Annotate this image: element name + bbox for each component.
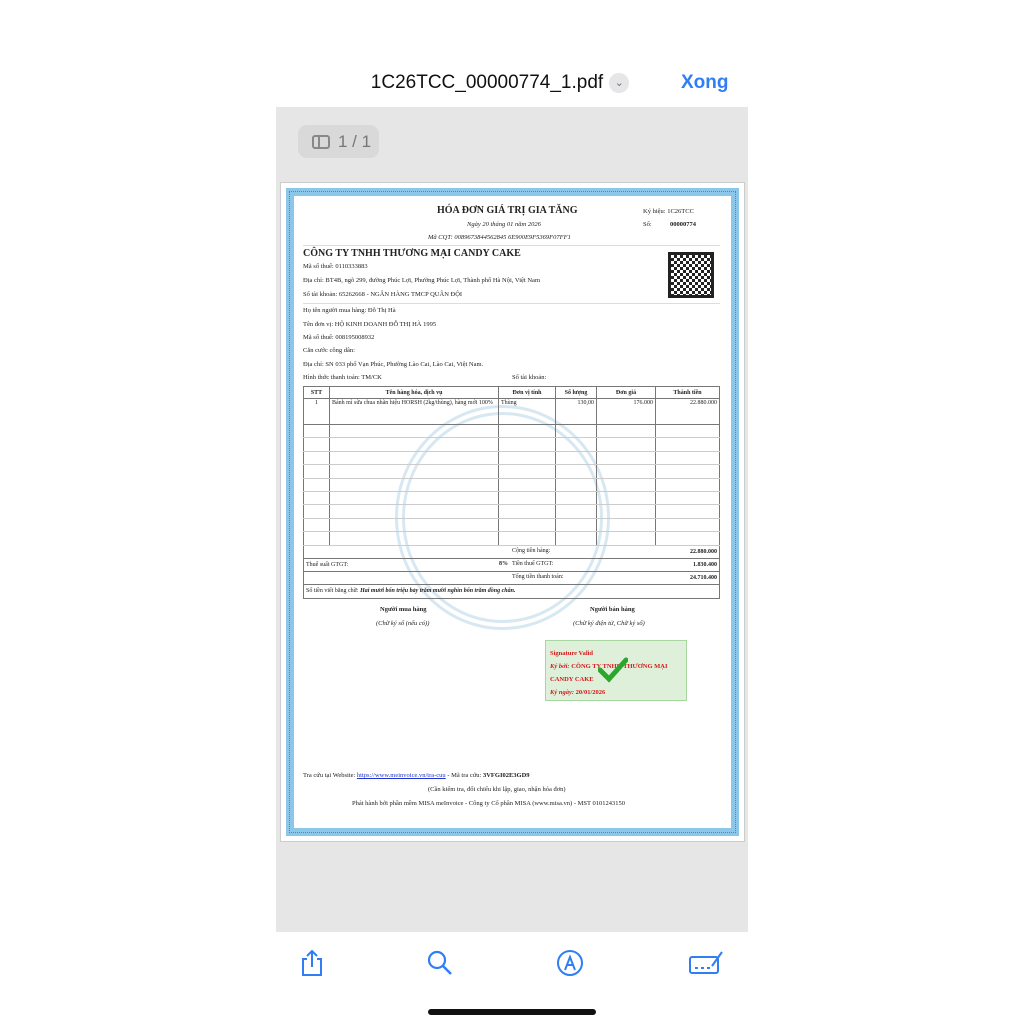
filename: 1C26TCC_00000774_1.pdf <box>370 72 604 93</box>
col-stt: STT <box>303 386 330 399</box>
cell-unit: Thùng <box>498 398 556 425</box>
seller-sign-title: Người bán hàng <box>590 606 635 613</box>
seller-name: CÔNG TY TNHH THƯƠNG MẠI CANDY CAKE <box>303 248 521 259</box>
cell-total: 22.880.000 <box>655 398 720 425</box>
signed-by-label: Ký bởi: <box>550 663 570 670</box>
markup-icon[interactable] <box>555 948 585 978</box>
col-qty: Số lượng <box>555 386 597 399</box>
cqt-code: Mã CQT: 0089673844562845 6E900E9F5369F07… <box>428 234 571 241</box>
amount-in-words: Hai mươi bốn triệu bảy trăm mười nghìn b… <box>360 588 516 595</box>
col-price: Đơn giá <box>596 386 656 399</box>
buyer-sign-title: Người mua hàng <box>380 606 427 613</box>
col-name: Tên hàng hóa, dịch vụ <box>329 386 499 399</box>
col-total: Thành tiền <box>655 386 720 399</box>
total-amount: 24.710.400 <box>690 574 717 581</box>
page-indicator[interactable]: 1 / 1 <box>298 125 379 158</box>
home-indicator[interactable] <box>428 1009 596 1015</box>
vat-rate: 8% <box>499 560 508 567</box>
subtotal: 22.880.000 <box>690 548 717 555</box>
signature-status: Signature Valid <box>550 650 594 657</box>
page-count: 1 / 1 <box>338 132 372 151</box>
sidebar-icon <box>312 135 330 149</box>
lookup-link[interactable]: https://www.meinvoice.vn/tra-cuu <box>356 772 446 779</box>
subtotal-label: Cộng tiền hàng: <box>512 547 551 554</box>
number-label: Số: <box>643 221 652 228</box>
words-label: Số tiền viết bằng chữ: <box>306 588 359 595</box>
lookup-label: Tra cứu tại Website: <box>303 772 356 779</box>
invoice-number: 00000774 <box>670 221 696 228</box>
buyer-unit: Tên đơn vị: HỘ KINH DOANH ĐỖ THỊ HÀ 1995 <box>303 321 437 328</box>
cell-name: Bánh mì sữa chua nhãn hiệu HORSH (2kg/th… <box>329 398 499 425</box>
checkmark-icon <box>598 657 628 683</box>
vat-amount: 1.830.400 <box>693 561 717 568</box>
sign-date-label: Ký ngày: <box>550 689 575 696</box>
lookup-code-label: - Mã tra cứu: <box>445 772 482 779</box>
sign-date: 20/01/2026 <box>575 689 606 696</box>
invoice-title: HÓA ĐƠN GIÁ TRỊ GIA TĂNG <box>437 205 578 216</box>
vat-rate-label: Thuế suất GTGT: <box>306 561 349 568</box>
publisher: Phát hành bởi phần mềm MISA meInvoice - … <box>352 800 625 807</box>
symbol: 1C26TCC <box>667 208 694 215</box>
buyer-address: Địa chỉ: SN 033 phố Vạn Phúc, Phường Lào… <box>303 361 484 368</box>
vat-label: Tiền thuế GTGT: <box>512 560 554 567</box>
done-button[interactable]: Xong <box>681 72 729 93</box>
file-title[interactable]: 1C26TCC_00000774_1.pdf ⌄ <box>0 72 1000 94</box>
buyer-id: Căn cước công dân: <box>303 347 355 354</box>
lookup-code: 3VFGI02E3GD9 <box>482 772 530 779</box>
cell-stt: 1 <box>303 398 330 425</box>
seller-sign-note: (Chữ ký điện tử, Chữ ký số) <box>573 620 645 627</box>
seller-account: Số tài khoản: 65262668 - NGÂN HÀNG TMCP … <box>303 291 463 298</box>
buyer-name: Họ tên người mua hàng: Đỗ Thị Hà <box>303 307 396 314</box>
qr-code <box>668 252 714 298</box>
items-table: STT Tên hàng hóa, dịch vụ Đơn vị tính Số lư… <box>303 386 720 599</box>
buyer-account: Số tài khoản: <box>512 374 547 381</box>
decorative-border <box>286 188 739 836</box>
buyer-sign-note: (Chữ ký số (nếu có)) <box>376 620 430 627</box>
invoice-note: (Cần kiểm tra, đối chiếu khi lập, giao, … <box>428 786 566 793</box>
cell-price: 176.000 <box>596 398 656 425</box>
col-unit: Đơn vị tính <box>498 386 556 399</box>
payment-method: Hình thức thanh toán: TM/CK <box>303 374 382 381</box>
buyer-tax: Mã số thuế: 008195008932 <box>303 334 375 341</box>
table-row: 1 Bánh mì sữa chua nhãn hiệu HORSH (2kg/t… <box>303 398 720 425</box>
share-icon[interactable] <box>297 948 327 978</box>
chevron-down-icon[interactable]: ⌄ <box>609 73 630 93</box>
total-label: Tổng tiền thanh toán: <box>512 573 564 580</box>
seller-address: Địa chỉ: BT4B, ngõ 299, đường Phúc Lợi, … <box>303 277 540 284</box>
invoice-date: Ngày 20 tháng 01 năm 2026 <box>467 221 541 228</box>
signature-icon[interactable] <box>688 948 724 978</box>
search-icon[interactable] <box>425 948 455 978</box>
seller-tax: Mã số thuế: 0110333883 <box>303 263 368 270</box>
symbol-label: Ký hiệu: <box>643 208 666 215</box>
cell-qty: 130,00 <box>555 398 597 425</box>
